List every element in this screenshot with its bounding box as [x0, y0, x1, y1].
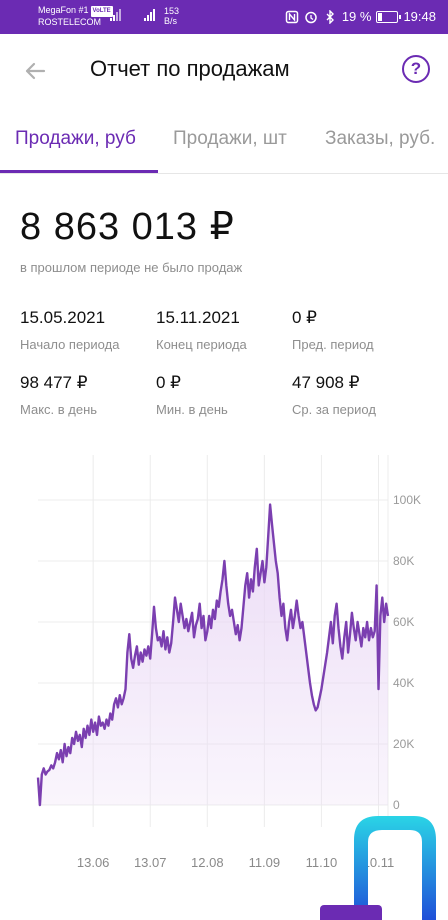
min-per-day-label: Мин. в день — [156, 402, 228, 417]
carrier-name: MegaFon #1 — [38, 5, 89, 15]
tab-sales-pcs[interactable]: Продажи, шт — [173, 128, 287, 149]
back-button[interactable] — [20, 56, 50, 86]
range-selector-active[interactable] — [320, 905, 382, 920]
prev-period-label: Пред. период — [292, 337, 374, 352]
avg-per-period-value: 47 908 ₽ — [292, 373, 360, 392]
battery-percent: 19 % — [341, 9, 372, 24]
help-button[interactable]: ? — [402, 55, 430, 83]
period-start-value: 15.05.2021 — [20, 308, 106, 327]
sales-chart[interactable]: 0 20K 40K 60K 80K 100K 13.06 13.07 12.08 11.09 11.… — [0, 455, 448, 905]
page-title: Отчет по продажам — [90, 56, 290, 81]
previous-period-note: в прошлом периоде не было продаж — [20, 260, 243, 275]
bluetooth-icon — [326, 9, 334, 24]
signal-icon — [110, 9, 121, 21]
carrier-info: MegaFon #1 VoLTE ROSTELECOM — [38, 5, 113, 28]
carrier-name-2: ROSTELECOM — [38, 17, 102, 27]
battery-icon — [376, 10, 402, 23]
status-right: 19 % 19:48 — [285, 9, 436, 24]
y-tick-label: 80K — [393, 554, 414, 568]
period-end-value: 15.11.2021 — [156, 308, 240, 327]
overlay-widget-icon[interactable] — [348, 812, 442, 920]
alarm-icon — [305, 11, 317, 23]
question-circle-icon: ? — [410, 59, 422, 78]
total-sales: 8 863 013 ₽ — [20, 206, 235, 248]
network-speed-value: 153 — [164, 6, 180, 16]
x-tick-label: 10.11 — [363, 855, 395, 870]
signal-icon-2 — [144, 9, 155, 21]
tab-bar: Продажи, руб Продажи, шт Заказы, руб. — [0, 106, 448, 174]
x-tick-label: 13.07 — [134, 855, 167, 870]
y-tick-label: 20K — [393, 737, 414, 751]
max-per-day-label: Макс. в день — [20, 402, 98, 417]
network-speed: 153 B/s — [164, 6, 179, 26]
x-tick-label: 11.10 — [306, 855, 338, 870]
status-bar: MegaFon #1 VoLTE ROSTELECOM 153 B/s 19 % … — [0, 0, 448, 34]
network-speed-unit: B/s — [164, 16, 178, 26]
x-tick-label: 12.08 — [191, 855, 224, 870]
y-tick-label: 40K — [393, 676, 414, 690]
y-tick-label: 0 — [393, 798, 400, 812]
y-tick-label: 100K — [393, 493, 421, 507]
prev-period-value: 0 ₽ — [292, 308, 317, 327]
x-tick-label: 13.06 — [77, 855, 110, 870]
tab-indicator — [0, 170, 158, 173]
sales-line — [36, 503, 390, 807]
period-end-label: Конец периода — [156, 337, 247, 352]
avg-per-period-label: Ср. за период — [292, 402, 376, 417]
max-per-day-value: 98 477 ₽ — [20, 373, 88, 392]
sales-area — [38, 504, 388, 805]
tab-sales-rub[interactable]: Продажи, руб — [15, 128, 136, 149]
app-bar: Отчет по продажам ? — [0, 34, 448, 106]
clock: 19:48 — [403, 9, 436, 24]
x-tick-label: 11.09 — [249, 855, 281, 870]
y-tick-label: 60K — [393, 615, 414, 629]
nfc-icon — [285, 10, 299, 23]
min-per-day-value: 0 ₽ — [156, 373, 181, 392]
period-start-label: Начало периода — [20, 337, 120, 352]
tab-orders-rub[interactable]: Заказы, руб. — [325, 128, 436, 149]
volte-badge: VoLTE — [90, 6, 113, 17]
